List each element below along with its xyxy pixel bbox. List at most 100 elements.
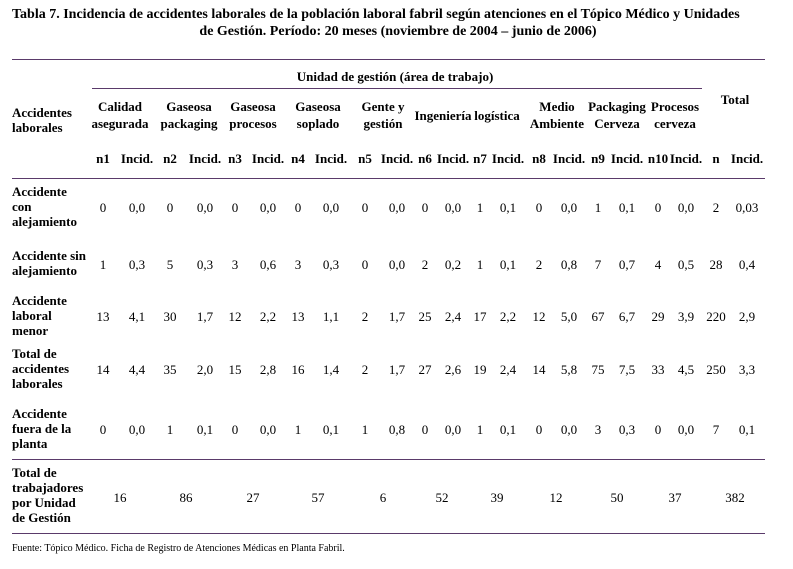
table-cell: 1,7 (388, 309, 406, 324)
subcol-header: n7 (473, 151, 487, 166)
table-cell: 1 (99, 257, 107, 272)
table-cell: 25 (418, 309, 432, 324)
table-cell: 4,5 (677, 362, 695, 377)
table-cell: 1 (476, 200, 484, 215)
workers-row-label-line: trabajadores (12, 480, 84, 495)
workers-cell: 382 (725, 490, 745, 505)
table-cell: 2,0 (196, 362, 214, 377)
title-line-1: Tabla 7. Incidencia de accidentes labora… (12, 7, 740, 22)
table-cell: 0 (231, 422, 239, 437)
table-cell: 0,1 (738, 422, 756, 437)
row-label-line: alejamiento (12, 263, 77, 278)
table-cell: 0,0 (444, 422, 462, 437)
table-cell: 2,2 (499, 309, 517, 324)
table-cell: 4 (654, 257, 662, 272)
subcol-header: n3 (228, 151, 242, 166)
table-cell: 0,0 (444, 200, 462, 215)
row-label-line: Accidente (12, 406, 67, 421)
subcol-header: n1 (96, 151, 110, 166)
table-cell: 0,4 (738, 257, 756, 272)
table-cell: 0 (654, 200, 662, 215)
row-label-line: laborales (12, 376, 63, 391)
table-cell: 0 (361, 257, 369, 272)
table-cell: 12 (532, 309, 546, 324)
workers-row-label-line: de Gestión (12, 510, 71, 525)
top-rule (12, 59, 765, 60)
table-cell: 67 (591, 309, 605, 324)
unit-header: Gente y (361, 99, 405, 114)
workers-row-label-line: por Unidad (12, 495, 76, 510)
row-label: Accidente fuera de la planta (12, 406, 92, 451)
table-cell: 15 (228, 362, 242, 377)
subcol-header: Incid. (491, 151, 525, 166)
workers-cell: 12 (549, 490, 563, 505)
workers-cell: 16 (113, 490, 127, 505)
unit-header: asegurada (91, 116, 149, 131)
table-cell: 1,1 (322, 309, 340, 324)
table-cell: 2,4 (499, 362, 517, 377)
table-cell: 0,0 (388, 200, 406, 215)
subcol-header: Incid. (669, 151, 703, 166)
table-cell: 2,9 (738, 309, 756, 324)
row-label: Accidente con alejamiento (12, 184, 92, 229)
table-cell: 3,9 (677, 309, 695, 324)
table-cell: 0 (421, 200, 429, 215)
group-header: Unidad de gestión (área de trabajo) (296, 69, 494, 84)
table-cell: 0,1 (499, 422, 517, 437)
row-label-line: planta (12, 436, 48, 451)
table-cell: 5,8 (560, 362, 578, 377)
total-header: Total (720, 92, 750, 107)
table-cell: 0 (99, 200, 107, 215)
table-cell: 0 (294, 200, 302, 215)
table-cell: 0,7 (618, 257, 636, 272)
subcol-header: Incid. (552, 151, 586, 166)
unit-header: Procesos (650, 99, 700, 114)
table-cell: 0,6 (259, 257, 277, 272)
subcol-header: Incid. (314, 151, 348, 166)
unit-header: logística (474, 108, 520, 123)
table-cell: 1 (594, 200, 602, 215)
table-cell: 30 (163, 309, 177, 324)
table-cell: 0 (535, 422, 543, 437)
table-cell: 5,0 (560, 309, 578, 324)
unit-header: Calidad (97, 99, 143, 114)
table-cell: 0,3 (322, 257, 340, 272)
table-cell: 75 (591, 362, 605, 377)
table-cell: 33 (651, 362, 665, 377)
subcol-header: Incid. (380, 151, 414, 166)
row-label-line: Total de (12, 346, 57, 361)
table-title: Tabla 7. Incidencia de accidentes labora… (12, 6, 784, 40)
table-cell: 0,0 (259, 422, 277, 437)
subcol-header: n10 (647, 151, 669, 166)
row-header-line: laborales (12, 120, 63, 135)
table-cell: 4,1 (128, 309, 146, 324)
subcol-header: Incid. (730, 151, 764, 166)
table-cell: 2 (361, 309, 369, 324)
table-cell: 0,0 (322, 200, 340, 215)
table-cell: 2,8 (259, 362, 277, 377)
workers-cell: 50 (610, 490, 624, 505)
table-cell: 0 (99, 422, 107, 437)
row-label-line: accidentes (12, 361, 70, 376)
table-cell: 2 (421, 257, 429, 272)
table-cell: 0,8 (388, 422, 406, 437)
unit-header: cerveza (654, 116, 696, 131)
table-cell: 3 (594, 422, 602, 437)
table-cell: 13 (291, 309, 305, 324)
subcol-header: n6 (418, 151, 432, 166)
unit-header: procesos (229, 116, 277, 131)
workers-cell: 86 (179, 490, 193, 505)
subcol-header: Incid. (251, 151, 285, 166)
subcol-header: n9 (591, 151, 605, 166)
workers-cell: 6 (379, 490, 387, 505)
table-cell: 3,3 (738, 362, 756, 377)
row-header: Accidentes laborales (12, 105, 92, 135)
row-label-line: alejamiento (12, 214, 77, 229)
table-cell: 0 (421, 422, 429, 437)
table-cell: 0 (231, 200, 239, 215)
table-cell: 0,0 (560, 200, 578, 215)
table-cell: 1,4 (322, 362, 340, 377)
table-cell: 7 (712, 422, 720, 437)
table-cell: 1 (476, 257, 484, 272)
workers-row-label-line: Total de (12, 465, 57, 480)
